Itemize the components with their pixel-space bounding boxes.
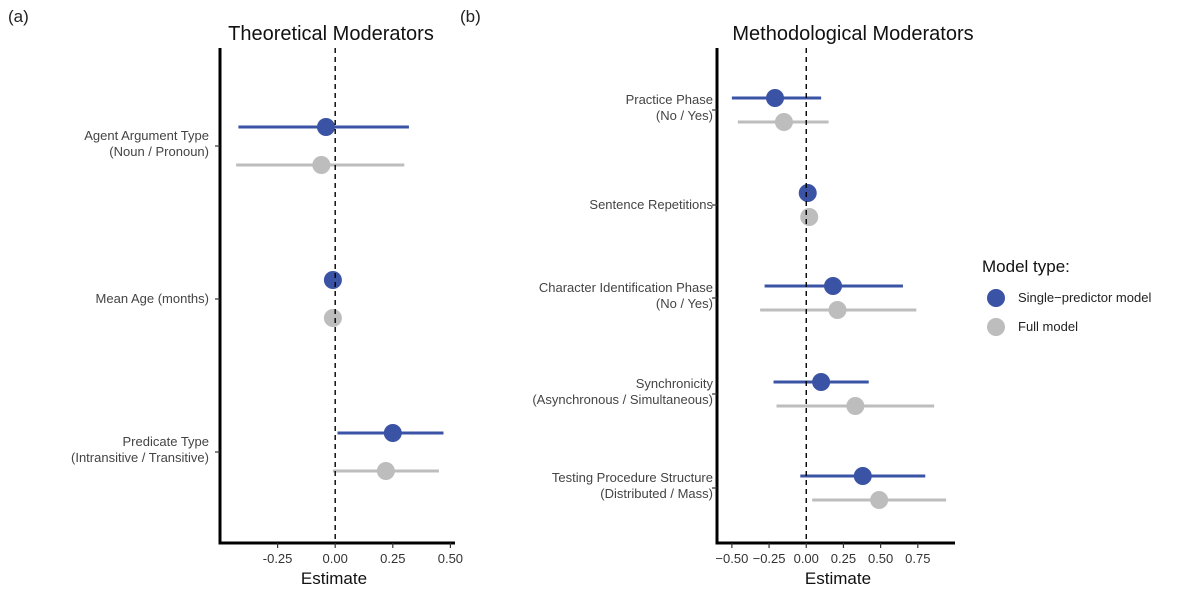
panel-a: (a) Theoretical Moderators Agent Argumen… xyxy=(8,7,463,588)
x-tick-label: −0.25 xyxy=(753,551,786,566)
x-tick-label: 0.75 xyxy=(905,551,930,566)
x-tick-label: 0.25 xyxy=(380,551,405,566)
panel-a-tag: (a) xyxy=(8,7,29,26)
estimate-point xyxy=(799,184,817,202)
panel-a-category-labels: Agent Argument Type(Noun / Pronoun) Mean … xyxy=(71,128,209,465)
panel-a-marks xyxy=(236,118,443,480)
legend-title: Model type: xyxy=(982,257,1070,276)
estimate-point xyxy=(824,277,842,295)
category-label: Synchronicity xyxy=(636,376,714,391)
category-sublabel: (Intransitive / Transitive) xyxy=(71,450,209,465)
x-tick-label: -0.25 xyxy=(263,551,293,566)
legend-key-point xyxy=(987,289,1005,307)
estimate-point xyxy=(775,113,793,131)
legend: Model type: Single−predictor model Full m… xyxy=(982,257,1151,336)
estimate-point xyxy=(812,373,830,391)
panel-b-marks xyxy=(732,89,946,509)
estimate-point xyxy=(324,271,342,289)
legend-label: Full model xyxy=(1018,319,1078,334)
estimate-point xyxy=(870,491,888,509)
legend-items: Single−predictor model Full model xyxy=(987,289,1151,336)
category-label: Practice Phase xyxy=(626,92,713,107)
legend-key-point xyxy=(987,318,1005,336)
category-label: Agent Argument Type xyxy=(84,128,209,143)
x-tick-label: 0.25 xyxy=(831,551,856,566)
estimate-point xyxy=(312,156,330,174)
x-tick-label: 0.00 xyxy=(323,551,348,566)
category-label: Testing Procedure Structure xyxy=(552,470,713,485)
estimate-point xyxy=(766,89,784,107)
category-sublabel: (Asynchronous / Simultaneous) xyxy=(532,392,713,407)
panel-b-x-axis-title: Estimate xyxy=(805,569,871,588)
estimate-point xyxy=(846,397,864,415)
category-sublabel: (Noun / Pronoun) xyxy=(109,144,209,159)
panel-a-x-axis-title: Estimate xyxy=(301,569,367,588)
panel-b-x-ticks: −0.50 −0.25 0.00 0.25 0.50 0.75 xyxy=(715,543,930,566)
category-label: Character Identification Phase xyxy=(539,280,713,295)
estimate-point xyxy=(317,118,335,136)
legend-label: Single−predictor model xyxy=(1018,290,1151,305)
category-label: Mean Age (months) xyxy=(96,291,209,306)
estimate-point xyxy=(377,462,395,480)
panel-a-title: Theoretical Moderators xyxy=(228,23,434,45)
x-tick-label: 0.50 xyxy=(438,551,463,566)
panel-b-tag: (b) xyxy=(460,7,481,26)
x-tick-label: 0.00 xyxy=(794,551,819,566)
category-sublabel: (No / Yes) xyxy=(656,108,713,123)
panel-b-category-labels: Practice Phase(No / Yes)Sentence Repetit… xyxy=(532,92,713,501)
category-label: Sentence Repetitions xyxy=(589,197,713,212)
estimate-point xyxy=(854,467,872,485)
category-sublabel: (Distributed / Mass) xyxy=(600,486,713,501)
x-tick-label: −0.50 xyxy=(715,551,748,566)
category-sublabel: (No / Yes) xyxy=(656,296,713,311)
x-tick-label: 0.50 xyxy=(868,551,893,566)
panel-a-x-ticks: -0.25 0.00 0.25 0.50 xyxy=(263,543,463,566)
estimate-point xyxy=(800,208,818,226)
estimate-point xyxy=(384,424,402,442)
category-label: Predicate Type xyxy=(123,434,209,449)
estimate-point xyxy=(828,301,846,319)
panel-b: (b) Methodological Moderators Practice P… xyxy=(460,7,974,588)
panel-b-title: Methodological Moderators xyxy=(732,23,973,45)
estimate-point xyxy=(324,309,342,327)
